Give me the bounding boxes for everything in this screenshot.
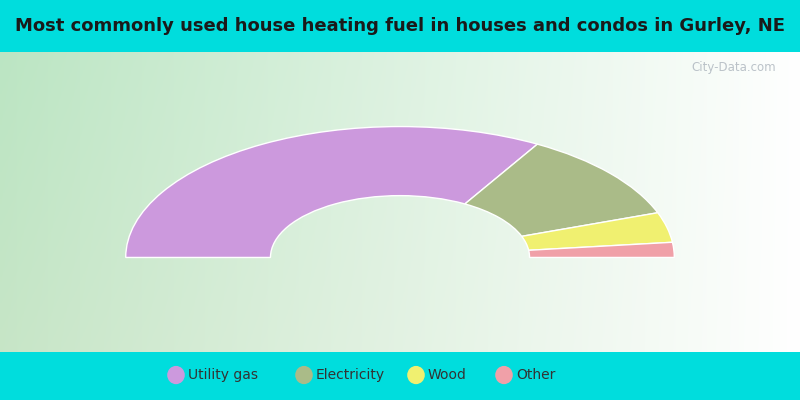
Wedge shape bbox=[465, 144, 658, 236]
Text: Other: Other bbox=[516, 368, 555, 382]
Text: Utility gas: Utility gas bbox=[188, 368, 258, 382]
Wedge shape bbox=[126, 126, 538, 258]
Text: Wood: Wood bbox=[428, 368, 467, 382]
Wedge shape bbox=[522, 213, 673, 250]
Text: Most commonly used house heating fuel in houses and condos in Gurley, NE: Most commonly used house heating fuel in… bbox=[15, 17, 785, 35]
Ellipse shape bbox=[407, 366, 425, 384]
Ellipse shape bbox=[295, 366, 313, 384]
Wedge shape bbox=[529, 242, 674, 258]
Ellipse shape bbox=[167, 366, 185, 384]
Text: City-Data.com: City-Data.com bbox=[691, 61, 776, 74]
Text: Electricity: Electricity bbox=[316, 368, 385, 382]
Ellipse shape bbox=[495, 366, 513, 384]
